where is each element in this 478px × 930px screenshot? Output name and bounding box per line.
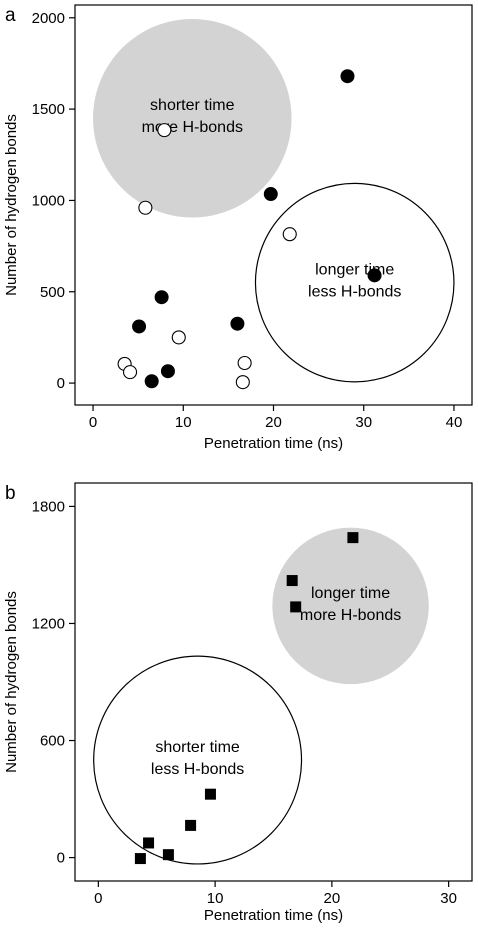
data-point-filled-circle <box>340 69 355 84</box>
data-point-filled-square <box>204 788 216 800</box>
y-tick-label: 600 <box>40 733 65 750</box>
y-tick-label: 0 <box>57 375 65 392</box>
region-annotation: less H-bonds <box>308 284 401 301</box>
plot-frame <box>74 482 473 882</box>
x-tick-label: 10 <box>207 890 224 907</box>
data-point-open-circle <box>171 330 186 345</box>
panel-label: b <box>5 483 16 504</box>
panel-a: shorter time more H-bonds longer time less … <box>3 4 473 452</box>
region-annotation: longer time <box>311 585 390 602</box>
data-point-filled-circle <box>367 268 382 283</box>
data-point-filled-square <box>185 819 197 831</box>
y-tick-label: 1800 <box>32 498 65 515</box>
data-point-filled-circle <box>230 316 245 331</box>
data-point-filled-circle <box>263 187 278 202</box>
x-tick-label: 20 <box>324 890 341 907</box>
y-axis-label: Number of hydrogen bonds <box>3 114 20 296</box>
region-outlined-circle <box>254 182 455 383</box>
data-point-open-circle <box>237 355 252 371</box>
x-tick-label: 40 <box>446 414 463 431</box>
y-axis-label: Number of hydrogen bonds <box>3 591 20 773</box>
region-annotation: less H-bonds <box>151 761 244 778</box>
panel-b: longer time more H-bonds shorter time less … <box>3 482 473 924</box>
data-point-filled-square <box>134 853 146 865</box>
data-point-filled-square <box>162 849 174 861</box>
data-point-filled-square <box>143 837 155 849</box>
x-tick-label: 0 <box>94 890 102 907</box>
y-tick-label: 2000 <box>32 10 65 27</box>
data-point-open-circle <box>122 365 138 380</box>
x-tick-label: 30 <box>440 890 457 907</box>
data-point-filled-circle <box>132 319 147 334</box>
region-annotation: shorter time <box>150 97 235 114</box>
data-point-open-circle <box>235 375 250 390</box>
data-point-open-circle <box>157 123 172 138</box>
data-point-filled-square <box>286 575 298 587</box>
data-point-filled-circle <box>154 290 169 305</box>
region-annotation: longer time <box>315 262 394 279</box>
region-outlined-circle <box>93 655 303 865</box>
x-tick-label: 20 <box>265 414 282 431</box>
x-axis-label: Penetration time (ns) <box>204 435 343 452</box>
x-axis-label: Penetration time (ns) <box>204 907 343 924</box>
x-tick-label: 0 <box>89 414 97 431</box>
data-point-filled-square <box>290 601 302 613</box>
panel-label: a <box>5 5 16 26</box>
data-point-filled-circle <box>160 364 175 379</box>
region-shaded-circle <box>272 527 429 685</box>
data-point-filled-circle <box>144 374 159 389</box>
x-tick-label: 10 <box>175 414 192 431</box>
y-tick-label: 500 <box>40 284 65 301</box>
data-point-filled-square <box>347 532 359 544</box>
data-point-open-circle <box>282 227 297 242</box>
y-tick-label: 1200 <box>32 615 65 632</box>
y-tick-label: 0 <box>57 850 65 867</box>
region-annotation: shorter time <box>155 739 240 756</box>
y-tick-label: 1000 <box>32 192 65 209</box>
x-tick-label: 30 <box>355 414 372 431</box>
region-annotation: more H-bonds <box>300 607 401 624</box>
region-shaded-circle <box>93 18 292 218</box>
region-annotation: more H-bonds <box>142 119 243 136</box>
data-point-open-circle <box>138 200 153 215</box>
y-tick-label: 1500 <box>32 101 65 118</box>
